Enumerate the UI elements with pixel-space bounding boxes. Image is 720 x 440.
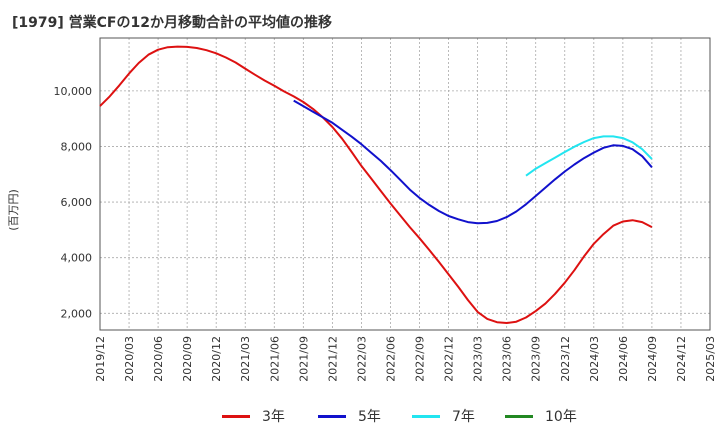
y-tick-label: 2,000 xyxy=(61,307,93,320)
series-line-3 xyxy=(525,135,653,177)
legend-label-7y: 7年 xyxy=(452,409,475,425)
x-tick-label: 2020/06 xyxy=(152,336,165,382)
x-tick-label: 2020/03 xyxy=(123,336,136,382)
grid-layer xyxy=(99,38,711,330)
x-tick-label: 2023/03 xyxy=(472,336,485,382)
axis-layer xyxy=(99,37,711,331)
y-tick-label: 10,000 xyxy=(54,85,93,98)
legend-item-3y: 3年 xyxy=(222,404,285,428)
legend-item-10y: 10年 xyxy=(505,404,577,428)
chart-title: [1979] 営業CFの12か月移動合計の平均値の推移 xyxy=(12,15,332,31)
y-tick-label: 4,000 xyxy=(61,252,93,265)
x-tick-label: 2022/03 xyxy=(355,336,368,382)
legend-item-7y: 7年 xyxy=(412,404,475,428)
x-tick-label: 2021/06 xyxy=(268,336,281,382)
y-axis-label: (百万円) xyxy=(7,189,20,231)
x-tick-label: 2020/09 xyxy=(181,336,194,382)
legend-swatch-3y xyxy=(222,414,250,418)
x-tick-label: 2023/12 xyxy=(559,336,572,382)
x-tick-label: 2025/03 xyxy=(704,336,717,382)
series-line-2 xyxy=(293,99,653,225)
x-tick-label: 2024/09 xyxy=(646,336,659,382)
legend-label-3y: 3年 xyxy=(262,409,285,425)
x-tick-label: 2020/12 xyxy=(210,336,223,382)
x-tick-label: 2023/06 xyxy=(501,336,514,382)
x-tick-label: 2022/12 xyxy=(443,336,456,382)
x-tick-label: 2021/03 xyxy=(239,336,252,382)
series-line-1 xyxy=(99,45,653,324)
x-tick-label: 2022/06 xyxy=(384,336,397,382)
legend-item-5y: 5年 xyxy=(318,404,381,428)
legend-swatch-7y xyxy=(412,414,440,418)
x-tick-label: 2023/09 xyxy=(530,336,543,382)
x-tick-label: 2024/12 xyxy=(675,336,688,382)
legend-label-5y: 5年 xyxy=(358,409,381,425)
series-layer xyxy=(99,45,653,324)
x-tick-label: 2021/09 xyxy=(297,336,310,382)
plot-frame xyxy=(99,37,711,331)
x-tick-label: 2022/09 xyxy=(414,336,427,382)
legend: 3年 5年 7年 10年 xyxy=(0,404,720,428)
legend-swatch-10y xyxy=(505,414,533,418)
x-tick-label: 2021/12 xyxy=(326,336,339,382)
x-tick-label: 2019/12 xyxy=(94,336,107,382)
x-tick-label: 2024/06 xyxy=(617,336,630,382)
y-tick-label: 8,000 xyxy=(61,140,93,153)
label-layer: 2019/12 2020/03 2020/06 2020/09 2020/12 2021/… xyxy=(54,85,718,382)
x-tick-label: 2024/03 xyxy=(588,336,601,382)
legend-swatch-5y xyxy=(318,414,346,418)
legend-label-10y: 10年 xyxy=(545,409,577,425)
y-tick-label: 6,000 xyxy=(61,196,93,209)
